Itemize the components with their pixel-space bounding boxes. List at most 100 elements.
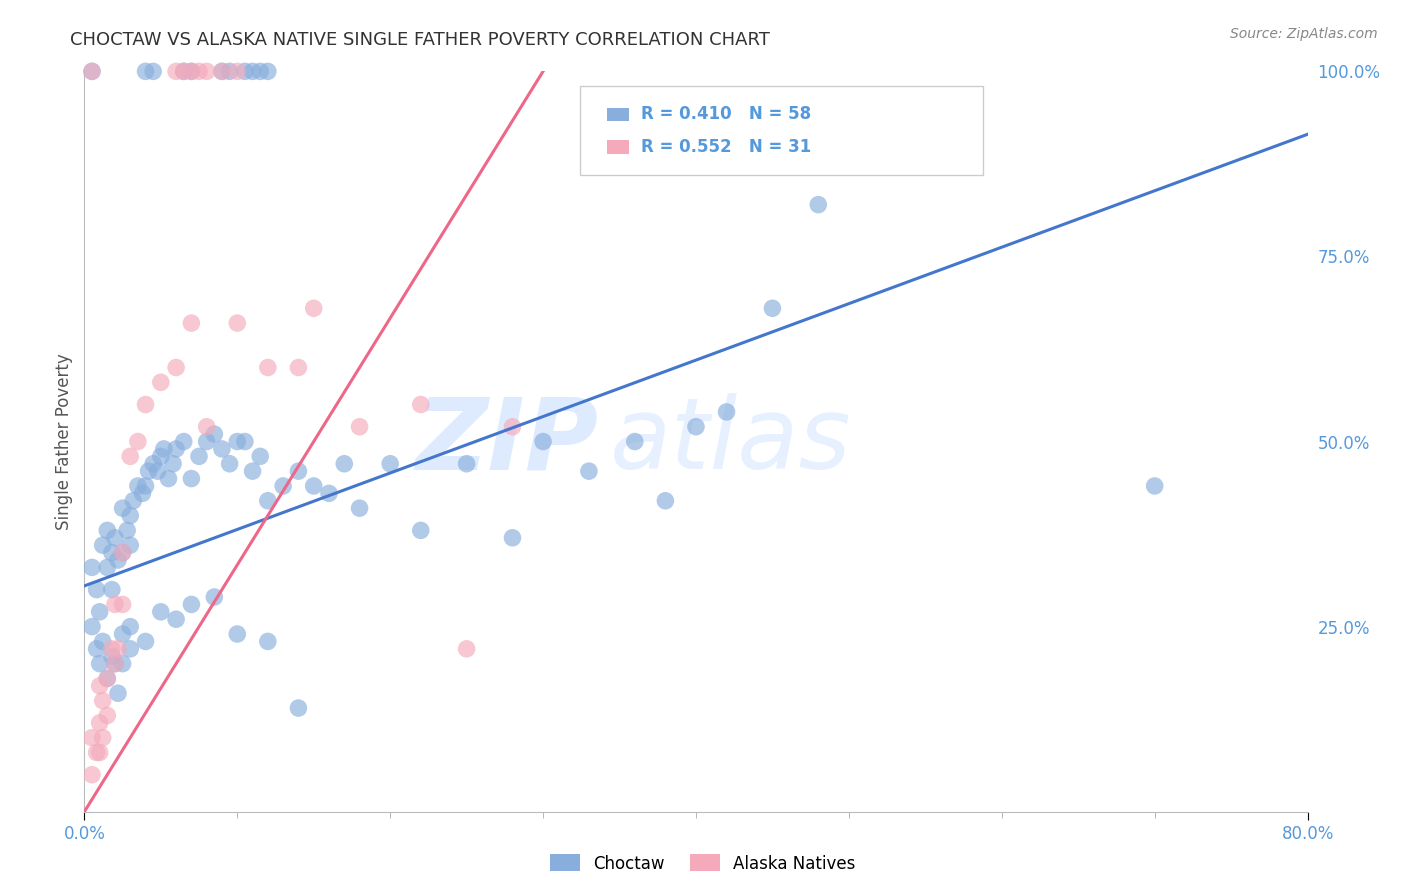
Point — [111, 501, 134, 516]
Point — [157, 471, 180, 485]
Point — [142, 64, 165, 78]
Point — [91, 634, 114, 648]
Point — [188, 64, 211, 78]
Point — [115, 524, 138, 538]
Point — [80, 64, 103, 78]
Point — [104, 657, 127, 671]
Point — [142, 457, 165, 471]
Point — [96, 672, 118, 686]
Point — [333, 457, 356, 471]
Point — [211, 64, 233, 78]
Point — [89, 657, 111, 671]
Point — [211, 442, 233, 456]
Point — [761, 301, 783, 316]
Text: R = 0.410   N = 58: R = 0.410 N = 58 — [641, 105, 811, 123]
Point — [249, 450, 271, 464]
Point — [257, 64, 280, 78]
Point — [153, 442, 176, 456]
Point — [96, 560, 118, 574]
Point — [716, 405, 738, 419]
Point — [127, 479, 149, 493]
Point — [287, 464, 309, 478]
Point — [456, 457, 478, 471]
Point — [107, 686, 129, 700]
Point — [654, 493, 676, 508]
Point — [111, 598, 134, 612]
Point — [165, 360, 187, 375]
Point — [111, 546, 134, 560]
Point — [624, 434, 647, 449]
Point — [96, 524, 118, 538]
Point — [249, 64, 271, 78]
FancyBboxPatch shape — [606, 108, 628, 121]
Point — [80, 619, 103, 633]
Point — [135, 634, 157, 648]
Point — [173, 64, 195, 78]
Point — [195, 419, 218, 434]
Point — [91, 731, 114, 745]
Point — [165, 64, 187, 78]
Text: Source: ZipAtlas.com: Source: ZipAtlas.com — [1230, 27, 1378, 41]
Point — [233, 64, 256, 78]
Point — [218, 64, 240, 78]
Point — [202, 590, 225, 604]
Point — [138, 464, 160, 478]
Point — [162, 457, 184, 471]
Point — [409, 524, 432, 538]
Point — [104, 598, 127, 612]
Point — [120, 619, 142, 633]
Point — [89, 746, 111, 760]
Point — [149, 376, 172, 390]
Point — [242, 464, 264, 478]
Point — [531, 434, 554, 449]
Point — [111, 627, 134, 641]
Point — [165, 612, 187, 626]
Point — [409, 398, 432, 412]
Point — [302, 479, 325, 493]
Y-axis label: Single Father Poverty: Single Father Poverty — [55, 353, 73, 530]
Point — [86, 746, 108, 760]
Point — [502, 419, 524, 434]
Point — [211, 64, 233, 78]
Point — [80, 64, 103, 78]
Point — [180, 471, 202, 485]
Point — [91, 538, 114, 552]
Point — [180, 64, 202, 78]
Point — [86, 582, 108, 597]
Point — [226, 64, 249, 78]
Point — [287, 360, 309, 375]
Point — [80, 731, 103, 745]
Point — [135, 398, 157, 412]
Point — [173, 434, 195, 449]
Point — [195, 64, 218, 78]
Point — [349, 419, 371, 434]
Point — [226, 316, 249, 330]
Point — [226, 627, 249, 641]
Point — [91, 694, 114, 708]
Point — [120, 641, 142, 656]
Point — [180, 64, 202, 78]
Legend: Choctaw, Alaska Natives: Choctaw, Alaska Natives — [544, 847, 862, 880]
Point — [287, 701, 309, 715]
Point — [107, 553, 129, 567]
Point — [257, 493, 280, 508]
Point — [380, 457, 402, 471]
Text: ZIP: ZIP — [415, 393, 598, 490]
Point — [456, 641, 478, 656]
Point — [131, 486, 153, 500]
Text: CHOCTAW VS ALASKA NATIVE SINGLE FATHER POVERTY CORRELATION CHART: CHOCTAW VS ALASKA NATIVE SINGLE FATHER P… — [70, 31, 770, 49]
Point — [111, 657, 134, 671]
Point — [135, 64, 157, 78]
Point — [101, 649, 124, 664]
Point — [149, 450, 172, 464]
Point — [578, 464, 600, 478]
Point — [180, 316, 202, 330]
Point — [89, 605, 111, 619]
Point — [101, 546, 124, 560]
Point — [271, 479, 294, 493]
Point — [242, 64, 264, 78]
Text: R = 0.552   N = 31: R = 0.552 N = 31 — [641, 138, 811, 156]
FancyBboxPatch shape — [606, 140, 628, 153]
Point — [120, 538, 142, 552]
Point — [257, 634, 280, 648]
